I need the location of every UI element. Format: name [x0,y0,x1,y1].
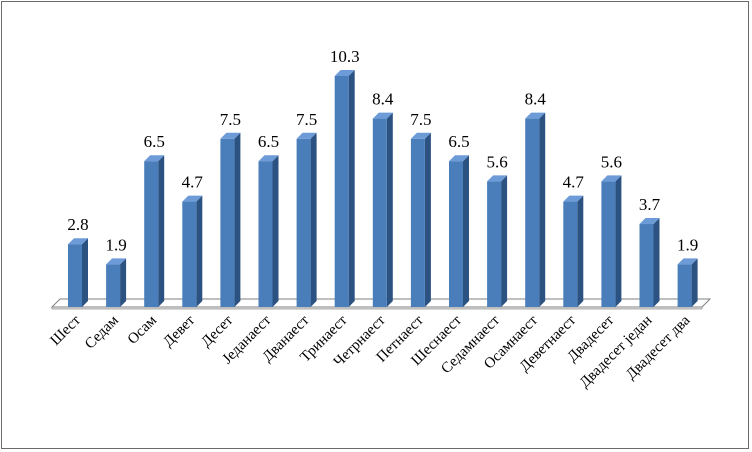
bar-front [563,201,578,307]
bar-side [691,258,698,307]
bar-front [639,224,654,307]
bar [144,155,165,307]
bar-top [410,132,431,139]
data-label: 10.3 [330,47,360,66]
bar-top [563,195,584,202]
bar-front [677,264,692,307]
bar [372,112,393,307]
data-label: 1.9 [105,235,126,254]
bar-front [182,201,197,307]
bar-top [372,112,393,119]
bar-front [449,161,463,307]
data-label: 6.5 [448,132,469,151]
bar [410,132,431,307]
data-label: 7.5 [220,110,241,129]
bar-side [577,195,584,307]
bar-top [182,195,203,202]
bar [106,258,127,307]
bar-top [487,175,508,182]
data-label: 6.5 [144,132,165,151]
bar-side [158,155,165,307]
bar-side [348,70,355,307]
bar-front [68,244,82,307]
bar-top [334,70,355,76]
bar-front [487,181,502,307]
bar [487,175,508,307]
bar-front [601,181,616,307]
data-label: 4.7 [182,173,204,192]
data-label: 7.5 [410,110,431,129]
bar-top [144,155,165,162]
bar-side [615,175,622,307]
data-label: 8.4 [372,90,394,109]
data-label: 8.4 [525,90,547,109]
bar [182,195,203,307]
data-label: 2.8 [67,215,88,234]
bar-top [258,155,279,162]
bar-front [296,138,311,307]
bar-front [144,161,159,307]
bar-front [220,138,235,307]
bar-top [639,218,660,225]
data-label: 5.6 [601,152,622,171]
bar [449,155,469,307]
floor-front-edge [51,306,703,310]
bar [639,218,660,307]
bar-side [539,112,546,307]
bar-series [68,70,698,307]
x-tick-label: Девет [160,312,198,350]
bar-top [106,258,127,265]
bar-side [653,218,660,307]
bar [334,70,355,307]
data-label: 4.7 [563,173,585,192]
bar-side [120,258,127,307]
bar-top [68,238,88,245]
data-label: 6.5 [258,132,279,151]
bar [220,132,241,307]
x-tick-label: Осам [125,312,161,348]
bar-side [424,132,431,307]
data-label: 3.7 [639,195,661,214]
bar-side [82,238,88,307]
bar-side [196,195,203,307]
bar-side [310,132,317,307]
data-label: 1.9 [677,235,698,254]
bar-side [463,155,469,307]
bar-top [525,112,546,119]
bar-top [677,258,698,265]
bar-front [410,138,425,307]
data-label: 7.5 [296,110,317,129]
bar [68,238,88,307]
data-label: 5.6 [486,152,507,171]
bar-front [258,161,273,307]
bar [258,155,279,307]
bar-front [372,118,387,307]
data-labels: 2.8 1.9 6.5 4.7 7.5 6.5 7.5 10.3 8.4 7.5 6.5 5.6 8.4… [67,47,698,254]
bar-side [234,132,241,307]
bar-front [525,118,540,307]
bar-front [106,264,121,307]
x-tick-label: Шест [47,312,84,349]
bar [601,175,622,307]
bar-top [601,175,622,182]
bar [296,132,317,307]
bar-side [272,155,279,307]
bar-top [296,132,317,139]
bar-top [449,155,469,162]
bar [677,258,698,307]
bar-side [386,112,393,307]
bar-front [334,76,349,307]
bar-top [220,132,241,139]
bar-side [501,175,508,307]
x-tick-label: Седам [82,312,122,352]
bar [563,195,584,307]
bar [525,112,546,307]
